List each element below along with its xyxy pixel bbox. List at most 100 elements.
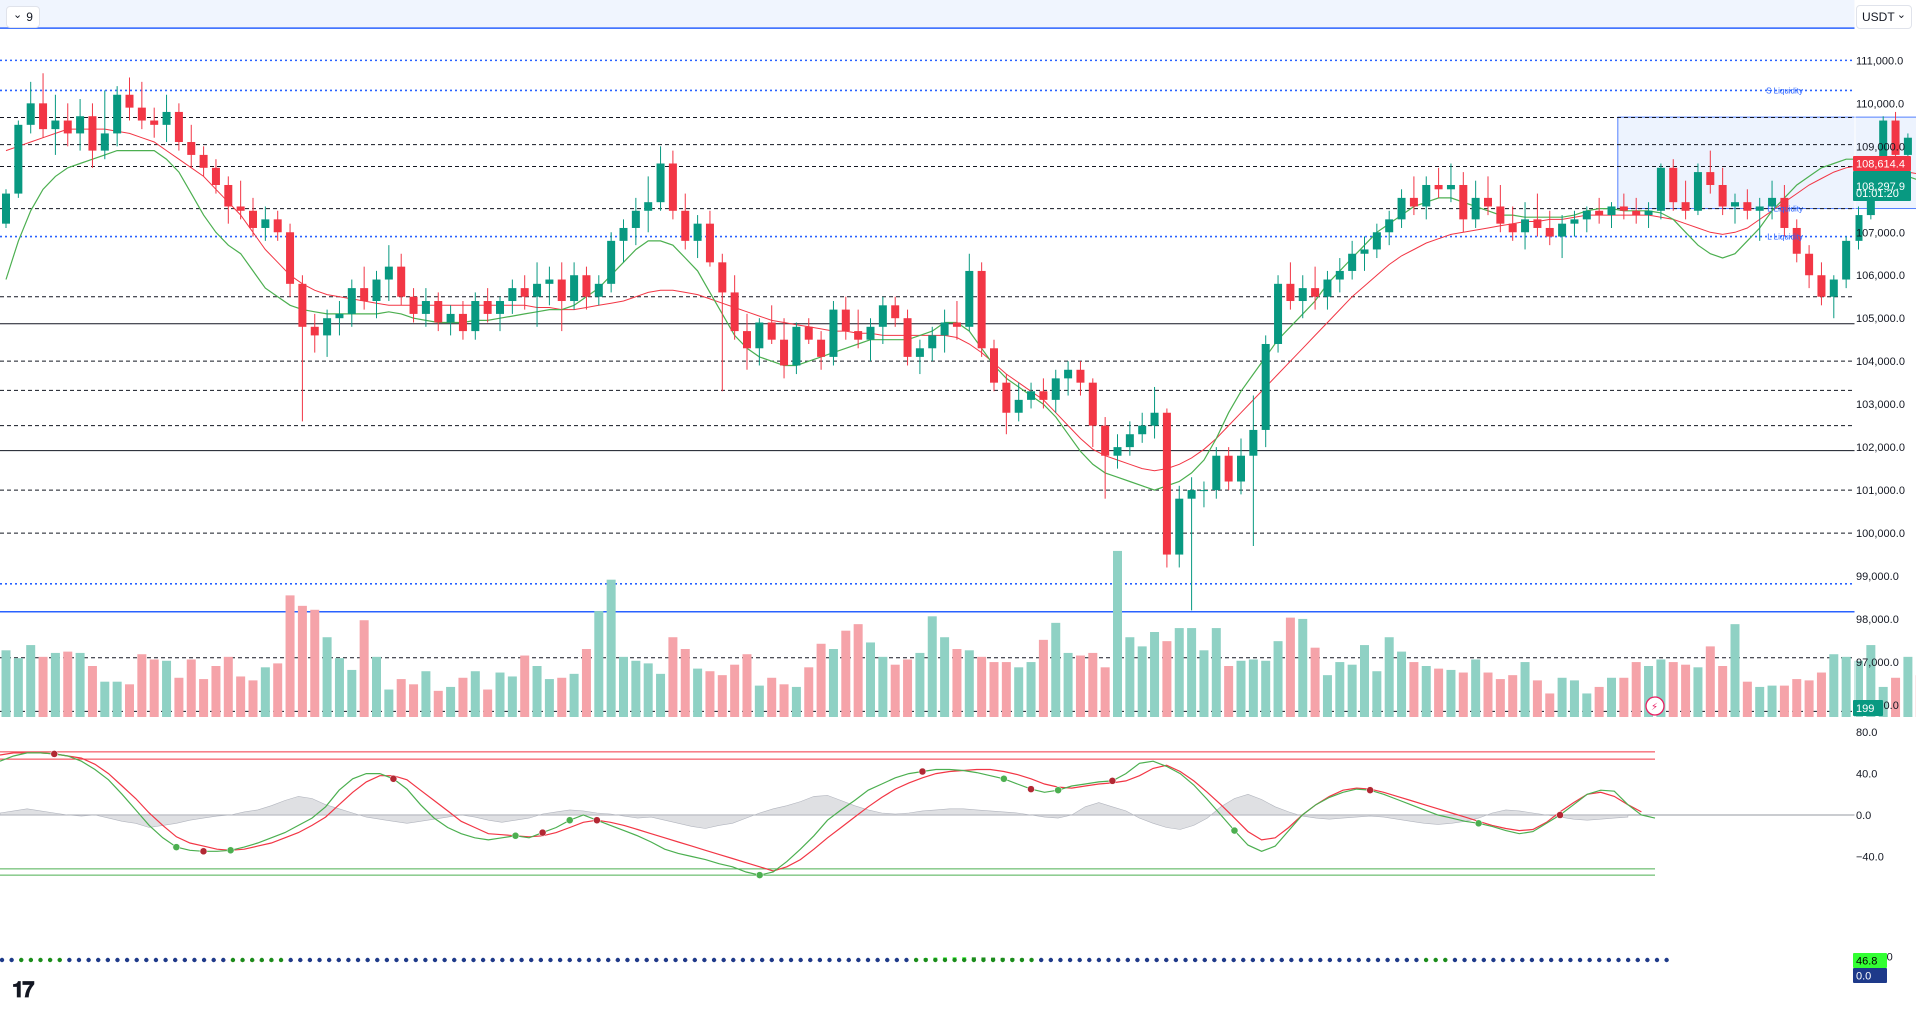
volume-bar bbox=[866, 642, 875, 717]
volume-bar bbox=[1113, 550, 1122, 717]
histogram-dot bbox=[413, 957, 418, 963]
candle-body bbox=[841, 309, 850, 332]
histogram-dot bbox=[47, 957, 53, 963]
volume-bar bbox=[544, 679, 554, 717]
candle-body bbox=[1446, 184, 1455, 190]
candle-body bbox=[1619, 206, 1628, 211]
candle-body bbox=[780, 339, 789, 366]
price-tick-label: 97,000.0 bbox=[1856, 657, 1899, 669]
candle-body bbox=[743, 331, 751, 349]
candle-body bbox=[767, 322, 776, 340]
histogram-dot bbox=[259, 957, 264, 963]
volume-bar bbox=[1322, 675, 1332, 717]
volume-bar bbox=[1137, 646, 1147, 717]
histogram-dot bbox=[1366, 957, 1371, 963]
volume-bar bbox=[1001, 662, 1011, 717]
volume-bar bbox=[816, 643, 826, 717]
histogram-dot bbox=[1077, 957, 1082, 963]
candle-body bbox=[1533, 219, 1542, 228]
candle-body bbox=[1879, 120, 1888, 173]
candle-body bbox=[940, 322, 949, 336]
histogram-dot bbox=[1212, 957, 1217, 963]
histogram-dot bbox=[1144, 957, 1150, 963]
histogram-dot bbox=[28, 957, 34, 963]
volume-bar bbox=[767, 677, 777, 717]
price-tick-label: 98,000.0 bbox=[1856, 614, 1899, 626]
histogram-dot bbox=[509, 957, 515, 963]
volume-bar bbox=[1261, 660, 1271, 717]
volume-bar bbox=[841, 630, 851, 717]
candle-body bbox=[1582, 210, 1591, 220]
candle-body bbox=[1545, 227, 1554, 237]
histogram-dot bbox=[1404, 957, 1410, 963]
candle-body bbox=[1076, 369, 1085, 383]
volume-bar bbox=[1446, 669, 1456, 717]
volume-bar bbox=[915, 652, 925, 717]
candle-body bbox=[1434, 184, 1443, 190]
histogram-dot bbox=[904, 957, 909, 963]
candle-body bbox=[1842, 240, 1851, 280]
histogram-dot bbox=[885, 957, 890, 963]
candle-body bbox=[1521, 219, 1530, 233]
currency-selector[interactable]: USDT ⌄ bbox=[1856, 5, 1912, 29]
histogram-dot bbox=[1616, 957, 1621, 963]
candle-body bbox=[335, 313, 344, 319]
candle-body bbox=[323, 318, 332, 336]
candle-body bbox=[1471, 197, 1480, 220]
candle-body bbox=[1595, 210, 1604, 216]
volume-bar bbox=[1372, 671, 1382, 717]
histogram-dot bbox=[1577, 957, 1583, 963]
osc-cross-marker bbox=[1474, 819, 1483, 828]
histogram-dot bbox=[1308, 957, 1313, 963]
countdown-text: 01:01:20 bbox=[1856, 188, 1899, 200]
volume-bar bbox=[668, 637, 678, 717]
volume-bar bbox=[1693, 667, 1703, 717]
candle-body bbox=[854, 331, 863, 340]
candle-body bbox=[1681, 202, 1690, 211]
histogram-dot bbox=[971, 957, 977, 963]
candle-body bbox=[211, 167, 220, 185]
price-tick-label: 110,000.0 bbox=[1856, 98, 1904, 110]
candle-body bbox=[1508, 223, 1517, 233]
volume-bar bbox=[1495, 679, 1505, 717]
histogram-dot bbox=[1337, 957, 1342, 963]
volume-bar bbox=[458, 677, 468, 717]
candle-body bbox=[990, 348, 998, 383]
histogram-value-badge-bg bbox=[1853, 953, 1887, 968]
histogram-dot bbox=[1298, 957, 1304, 963]
volume-bar bbox=[100, 681, 110, 717]
histogram-dot bbox=[548, 957, 553, 963]
volume-bar bbox=[742, 654, 752, 717]
candle-body bbox=[1484, 197, 1492, 207]
chevron-down-icon: ⌄ bbox=[13, 9, 23, 21]
histogram-dot bbox=[288, 957, 293, 963]
histogram-dot bbox=[952, 957, 957, 963]
candle-body bbox=[1829, 279, 1838, 297]
histogram-dot bbox=[249, 957, 255, 963]
volume-bar bbox=[1199, 650, 1209, 717]
histogram-dot bbox=[856, 957, 861, 963]
candle-body bbox=[693, 223, 702, 241]
histogram-dot bbox=[1395, 957, 1400, 963]
candle-body bbox=[804, 326, 813, 340]
volume-bar bbox=[1063, 652, 1073, 717]
histogram-dot bbox=[798, 957, 803, 963]
histogram-dot bbox=[663, 957, 669, 963]
current-price-badge-bg bbox=[1853, 171, 1911, 201]
volume-bar bbox=[754, 685, 764, 717]
candle-body bbox=[1372, 232, 1381, 250]
candle-body bbox=[1175, 498, 1184, 555]
volume-bar bbox=[890, 664, 900, 717]
candle-body bbox=[1805, 253, 1814, 276]
candle-body bbox=[644, 202, 653, 211]
histogram-dot bbox=[211, 957, 216, 963]
candle-body bbox=[1780, 197, 1789, 228]
histogram-dot bbox=[1356, 957, 1361, 963]
candle-body bbox=[1632, 210, 1641, 216]
histogram-dot bbox=[346, 957, 351, 963]
interval-button[interactable]: ⌄ 9 bbox=[6, 6, 40, 28]
histogram-dot bbox=[1423, 957, 1429, 963]
volume-bar bbox=[87, 666, 97, 717]
volume-bar bbox=[1668, 662, 1678, 717]
